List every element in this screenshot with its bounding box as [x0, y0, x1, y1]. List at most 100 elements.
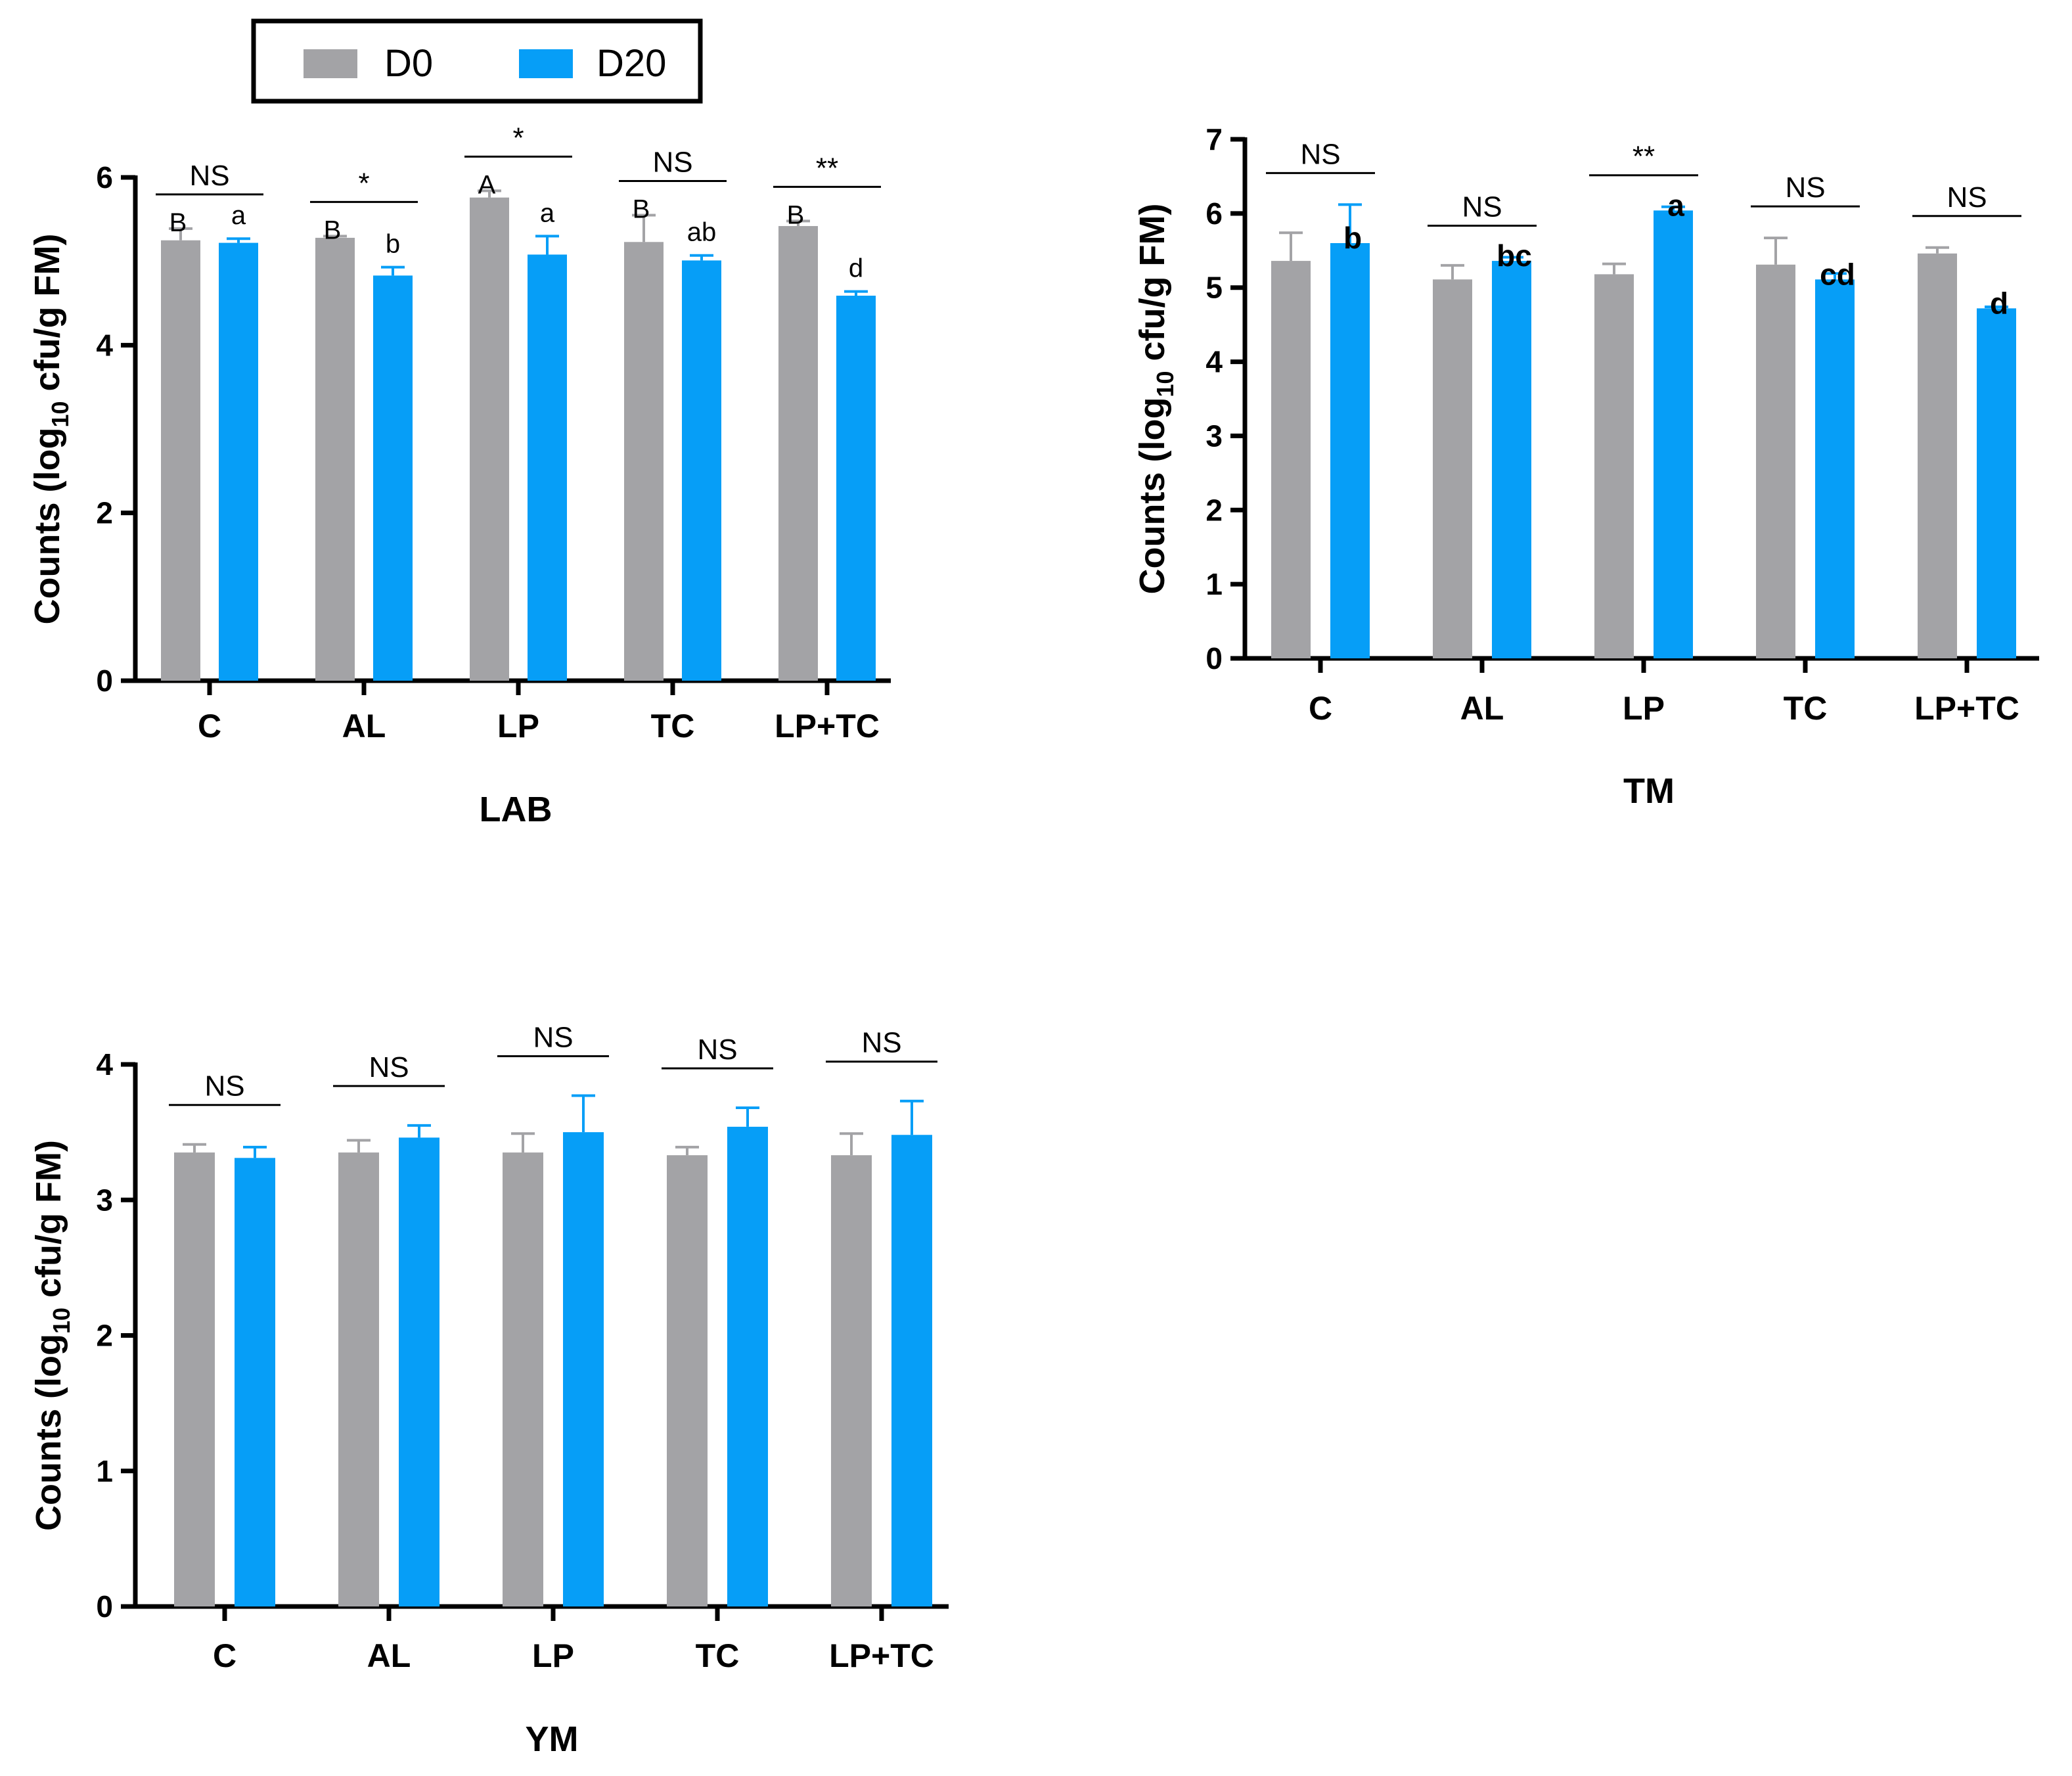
lab-letter-d0-al: B [324, 216, 342, 244]
lab-y-tick-label: 0 [96, 664, 113, 698]
lab-bar-d0-c [161, 240, 200, 681]
ym-bar-d0-lp [503, 1152, 543, 1606]
chart-panel-tm: 0 1 2 3 4 5 6 7 Counts (log10 cfu/g FM) TM b NS Cbc N… [1133, 122, 2039, 811]
tm-y-axis-label-main: Counts (log [1133, 398, 1172, 595]
tm-letter-d20-tc: cd [1820, 257, 1855, 291]
tm-significance-lp-tc: NS [1947, 181, 1987, 214]
ym-bar-d0-al [338, 1152, 379, 1606]
lab-letter-d20-lp: a [540, 198, 555, 227]
lab-bar-d0-lp-tc [778, 226, 818, 681]
lab-bar-d20-lp-tc [836, 296, 876, 681]
tm-y-axis-label-sub: 10 [1152, 371, 1179, 397]
lab-category-label-lp: LP [497, 708, 539, 744]
tm-bar-d20-lp [1654, 210, 1693, 658]
ym-y-tick-label: 4 [96, 1047, 113, 1082]
lab-bar-d20-tc [682, 260, 721, 681]
tm-bar-d0-tc [1756, 264, 1795, 658]
ym-bar-d20-lp [563, 1132, 604, 1606]
ym-significance-lp: NS [533, 1021, 573, 1053]
lab-bar-d0-al [315, 237, 355, 681]
lab-y-tick-label: 4 [96, 328, 113, 362]
ym-y-tick-label: 0 [96, 1589, 113, 1624]
tm-category-label-tc: TC [1784, 690, 1828, 727]
legend-label-d0: D0 [384, 42, 433, 85]
lab-category-label-tc: TC [651, 708, 695, 744]
ym-significance-c: NS [204, 1070, 244, 1103]
tm-y-tick-label: 6 [1205, 196, 1223, 231]
lab-letter-d20-tc: ab [687, 218, 717, 247]
lab-bar-d0-tc [624, 242, 664, 681]
lab-bar-d0-lp [470, 197, 509, 681]
legend: D0 D20 [251, 18, 703, 104]
tm-y-axis-label-tail: cfu/g FM) [1133, 204, 1172, 371]
tm-y-tick-label: 0 [1205, 641, 1223, 675]
ym-significance-lp-tc: NS [861, 1027, 901, 1059]
tm-bar-d20-lp-tc [1977, 308, 2016, 658]
ym-bar-d20-c [235, 1158, 275, 1606]
lab-letter-d0-c: B [169, 208, 187, 237]
tm-bar-d20-tc [1815, 279, 1855, 658]
tm-y-tick-label: 1 [1205, 567, 1223, 601]
lab-letter-d20-c: a [231, 201, 246, 230]
ym-y-tick-label: 1 [96, 1454, 113, 1488]
legend-swatch-d0 [304, 49, 357, 78]
lab-bar-d20-c [219, 242, 258, 681]
tm-bar-d0-c [1271, 261, 1311, 659]
tm-bar-d20-al [1492, 261, 1531, 659]
ym-category-label-lp-tc: LP+TC [829, 1637, 934, 1674]
ym-y-tick-label: 2 [96, 1319, 113, 1353]
tm-significance-al: NS [1462, 191, 1502, 223]
tm-significance-tc: NS [1785, 171, 1825, 204]
ym-bar-d0-c [174, 1152, 215, 1606]
tm-bar-d0-al [1433, 279, 1472, 658]
ym-category-label-lp: LP [532, 1637, 574, 1674]
tm-bar-d0-lp-tc [1918, 253, 1957, 658]
tm-letter-d20-lp: a [1667, 188, 1684, 222]
ym-category-label-tc: TC [696, 1637, 740, 1674]
tm-panel-title: TM [1623, 771, 1675, 811]
ym-y-axis-label-sub: 10 [48, 1308, 75, 1334]
ym-category-label-al: AL [367, 1637, 411, 1674]
tm-y-tick-label: 3 [1205, 419, 1223, 453]
ym-y-axis-label-main: Counts (log [29, 1334, 68, 1531]
tm-letter-d20-al: bc [1497, 239, 1532, 273]
legend-swatch-d20 [519, 49, 573, 78]
ym-significance-tc: NS [697, 1034, 737, 1066]
lab-significance-lp-tc: ** [816, 152, 838, 184]
ym-bar-d20-lp-tc [891, 1135, 932, 1606]
lab-significance-tc: NS [652, 146, 692, 178]
tm-significance-c: NS [1300, 138, 1340, 170]
lab-panel-title: LAB [480, 790, 552, 829]
ym-y-tick-label: 3 [96, 1183, 113, 1217]
tm-bar-d0-lp [1594, 274, 1634, 658]
lab-y-axis-label-sub: 10 [47, 401, 74, 427]
lab-letter-d20-lp-tc: d [849, 254, 863, 283]
tm-bar-d20-c [1330, 243, 1370, 658]
tm-significance-lp: ** [1633, 141, 1655, 173]
tm-y-tick-label: 4 [1205, 345, 1223, 379]
tm-letter-d20-c: b [1343, 221, 1362, 255]
lab-category-label-al: AL [342, 708, 386, 744]
lab-letter-d0-lp-tc: B [787, 200, 805, 229]
tm-y-tick-label: 7 [1205, 122, 1223, 156]
ym-bar-d20-tc [727, 1126, 768, 1606]
lab-category-label-lp-tc: LP+TC [775, 708, 880, 744]
lab-y-tick-label: 2 [96, 496, 113, 530]
lab-significance-al: * [358, 167, 369, 199]
lab-y-axis-label-main: Counts (log [28, 428, 67, 625]
tm-y-axis-label: Counts (log10 cfu/g FM) [1133, 204, 1179, 595]
ym-bar-d0-lp-tc [831, 1155, 872, 1606]
ym-panel-title: YM [526, 1719, 579, 1759]
chart-panel-ym: 0 1 2 3 4 Counts (log10 cfu/g FM) YM NS C NS AL NS L… [29, 1021, 949, 1759]
tm-y-tick-label: 2 [1205, 493, 1223, 527]
lab-y-axis-label-tail: cfu/g FM) [28, 234, 67, 401]
lab-significance-c: NS [189, 160, 229, 192]
ym-category-label-c: C [213, 1637, 236, 1674]
ym-bar-d20-al [399, 1137, 439, 1606]
lab-y-tick-label: 6 [96, 160, 113, 194]
lab-significance-lp: * [512, 122, 524, 154]
lab-letter-d0-lp: A [478, 170, 496, 199]
lab-bar-d20-al [373, 275, 413, 681]
